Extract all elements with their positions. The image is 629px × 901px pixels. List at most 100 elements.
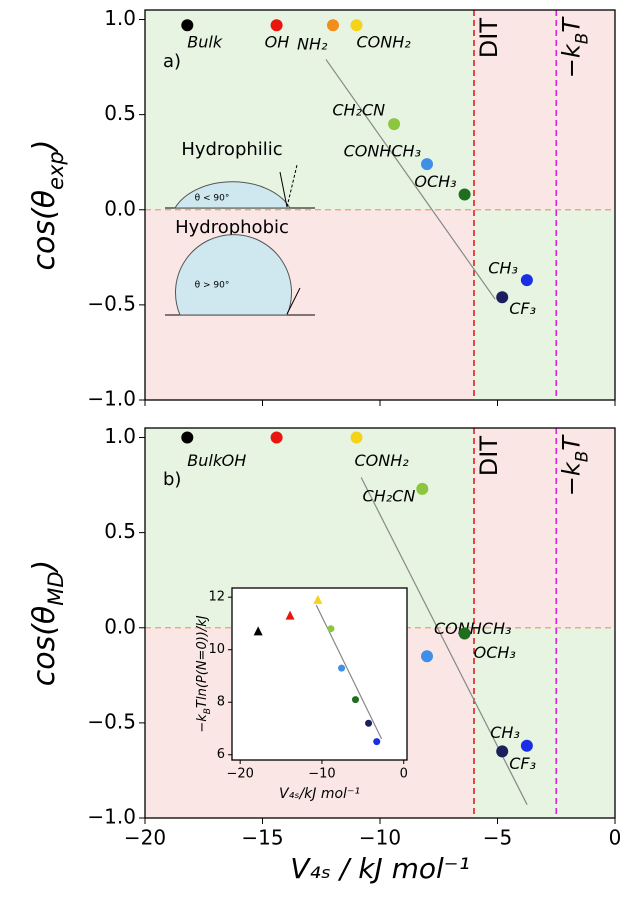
plot-frame (144, 9, 616, 401)
data-point (327, 19, 339, 32)
panel: DIT −kBT Hydrophilic Hydrophobic 1.0 0.5 0.0 −0… (27, 6, 616, 411)
y-axis-label: cos(θexp) (27, 140, 69, 271)
y-axis-label-part: exp (44, 151, 68, 190)
y-tick-label: 10 (208, 642, 225, 657)
data-point (520, 274, 533, 287)
region-shade (474, 428, 615, 628)
point-label: OCH₃ (414, 172, 456, 191)
y-tick-label: 1.0 (104, 424, 136, 448)
y-axis-label-part: cos(θ (27, 606, 62, 687)
annotation: Hydrophobic (175, 217, 289, 238)
data-point (253, 626, 263, 636)
x-axis-label: V₄ₛ / kJ mol⁻¹ (290, 852, 470, 885)
plot-frame (231, 587, 408, 761)
x-tick-label: −20 (226, 766, 253, 781)
threshold-label-part: T (557, 434, 585, 451)
data-point (373, 738, 381, 746)
y-axis-label: −kBTln(P(N=0))/kJ (195, 615, 213, 732)
point-label: CH₃ (488, 259, 518, 278)
x-tick-label: −5 (483, 826, 512, 850)
y-tick-label: 0.0 (104, 614, 136, 638)
threshold-label-part: B (571, 33, 591, 45)
arrow (279, 171, 288, 208)
data-point (181, 19, 194, 32)
y-tick-label: −1.0 (87, 387, 136, 411)
y-axis-label: cos(θMD) (27, 560, 69, 687)
point-label: CONH₂ (357, 33, 412, 52)
y-tick-label: 0.5 (104, 519, 136, 543)
droplet (174, 181, 291, 209)
panel-label: b) (163, 469, 181, 490)
inset: −20 −10 0 6 8 10 12 −kBTln(P(N=0))/kJ V₄ₛ/kJ mol… (195, 587, 408, 802)
point-label: CH₂CN (363, 486, 416, 505)
threshold-label-part: −k (557, 461, 585, 496)
panel: DIT−kBT−20 −15 −10 −5 01.00.50.0−0.5−1.0Bulk… (27, 424, 622, 885)
x-axis-label: V₄ₛ/kJ mol⁻¹ (279, 786, 360, 802)
y-axis-label-part: B (203, 708, 213, 714)
point-label: OCH₃ (474, 643, 516, 662)
threshold-label-part: T (557, 16, 585, 33)
fit-line (315, 604, 383, 740)
x-tick-label: −10 (359, 826, 401, 850)
inset-background (232, 588, 407, 760)
y-tick-label: 6 (217, 747, 225, 762)
data-point (350, 19, 363, 32)
data-point (421, 158, 433, 171)
threshold-label: −kBT (557, 16, 591, 79)
data-point (285, 610, 295, 620)
data-point (270, 431, 283, 444)
y-axis-label-part: ) (27, 560, 62, 574)
threshold-label: DIT (475, 18, 503, 59)
data-point (270, 19, 283, 32)
point-label: NH₂ (297, 35, 328, 54)
data-point (458, 627, 471, 640)
point-label: CH₃ (490, 723, 520, 742)
annotation: θ > 90° (195, 281, 230, 291)
threshold-label: −kBT (557, 434, 591, 497)
region-shade (474, 10, 615, 210)
point-label: Bulk (187, 451, 223, 470)
x-tick-label: −10 (308, 766, 335, 781)
x-tick-label: 0 (400, 766, 408, 781)
point-label: OH (265, 33, 290, 52)
data-point (421, 650, 433, 663)
data-point (388, 118, 401, 131)
y-axis-label-part: ) (27, 140, 62, 154)
point-label: Bulk (187, 33, 223, 52)
y-tick-label: 8 (217, 695, 225, 710)
data-point (416, 482, 429, 495)
y-axis-label-part: MD (44, 571, 68, 605)
data-point (496, 745, 509, 758)
data-point (458, 188, 471, 201)
threshold-label-part: B (571, 451, 591, 463)
x-tick-label: −20 (124, 826, 166, 850)
data-point (327, 625, 335, 633)
y-axis-label-part: cos(θ (27, 190, 62, 271)
arrow (286, 287, 301, 315)
point-label: CH₂CN (332, 101, 385, 120)
point-label: CF₃ (509, 754, 536, 773)
y-tick-label: −0.5 (87, 709, 136, 733)
annotation: Hydrophilic (181, 139, 282, 160)
droplet (175, 234, 292, 316)
annotation: θ < 90° (195, 194, 230, 204)
point-label: OH (222, 451, 247, 470)
point-label: CONH₂ (355, 451, 410, 470)
region-shade (474, 209, 615, 400)
arrow (286, 164, 298, 208)
data-point (520, 739, 533, 752)
fit-line (325, 59, 496, 300)
y-tick-label: −0.5 (87, 291, 136, 315)
point-label: CF₃ (509, 299, 536, 318)
data-point (496, 291, 509, 304)
threshold-label: DIT (475, 436, 503, 477)
y-tick-label: 0.5 (104, 101, 136, 125)
data-point (350, 431, 363, 444)
y-axis-label-part: Tln(P(N=0))/kJ (195, 615, 210, 708)
point-label: CONHCH₃ (344, 142, 421, 161)
point-label: CONHCH₃ (434, 619, 511, 638)
data-point (181, 431, 194, 444)
panel-label: a) (163, 51, 181, 72)
